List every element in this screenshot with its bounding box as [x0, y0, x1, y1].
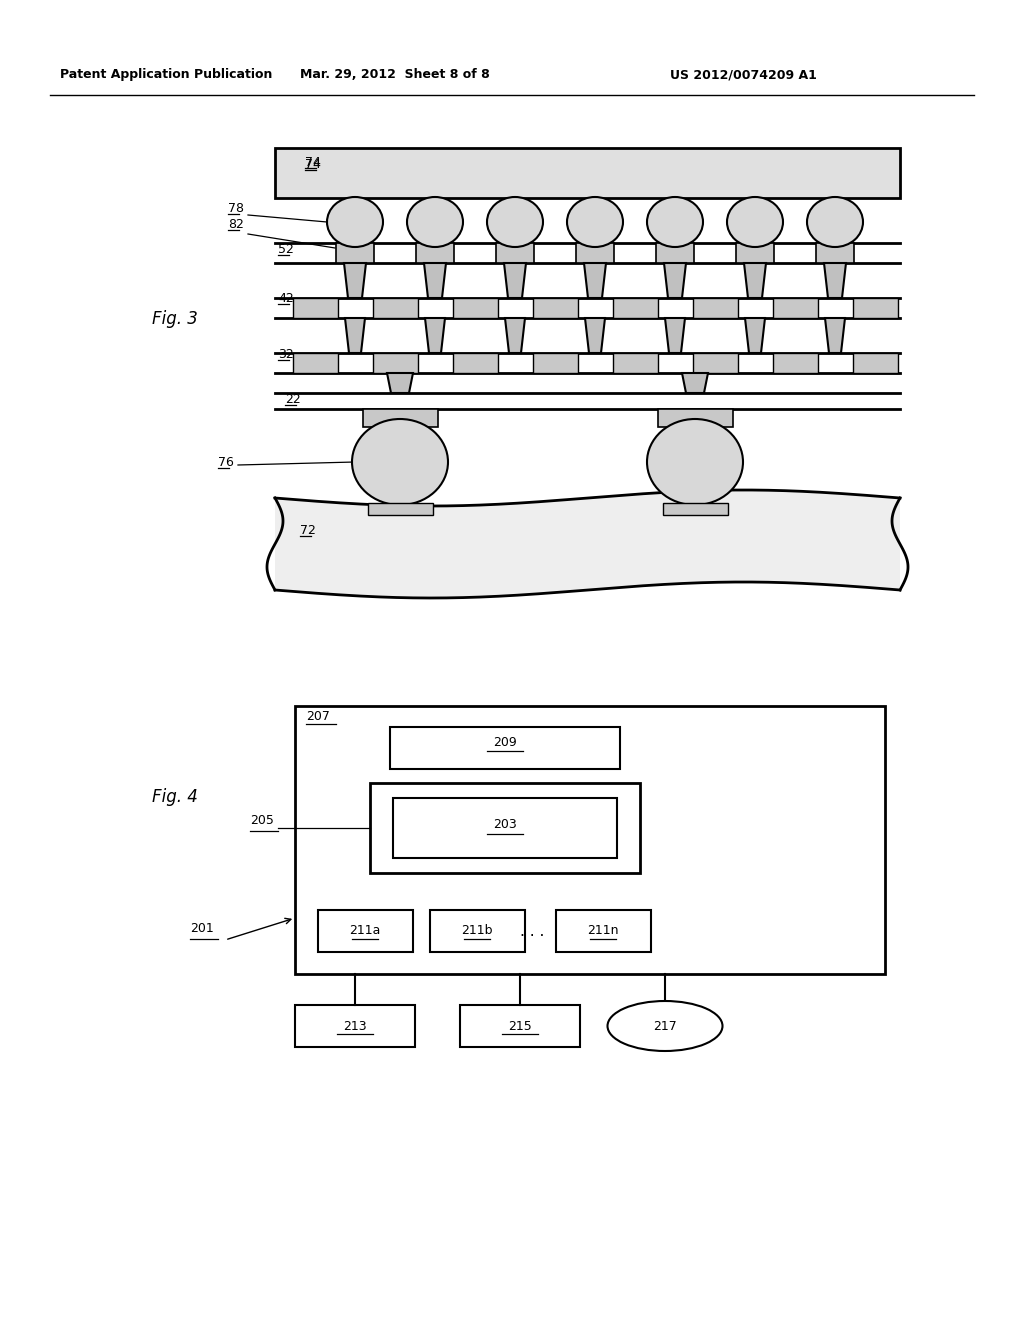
Bar	[370, 783, 640, 873]
Polygon shape	[744, 263, 766, 298]
Polygon shape	[745, 318, 765, 352]
Text: 217: 217	[653, 1019, 677, 1032]
Ellipse shape	[647, 197, 703, 247]
Bar	[318, 909, 413, 952]
Text: 213: 213	[343, 1019, 367, 1032]
Polygon shape	[387, 374, 413, 393]
Bar	[275, 148, 900, 198]
Bar	[416, 243, 454, 263]
Ellipse shape	[607, 1001, 723, 1051]
Bar	[368, 503, 433, 515]
Polygon shape	[665, 318, 685, 352]
Text: 74: 74	[305, 158, 321, 172]
Bar	[336, 243, 374, 263]
Bar	[373, 352, 418, 374]
Ellipse shape	[647, 418, 743, 506]
Bar	[373, 298, 418, 318]
Ellipse shape	[352, 418, 449, 506]
Bar	[658, 409, 733, 426]
Polygon shape	[584, 263, 606, 298]
Bar	[613, 298, 658, 318]
Text: . . .: . . .	[520, 924, 544, 939]
Text: Mar. 29, 2012  Sheet 8 of 8: Mar. 29, 2012 Sheet 8 of 8	[300, 69, 489, 81]
Ellipse shape	[727, 197, 783, 247]
Bar	[773, 352, 818, 374]
Polygon shape	[505, 318, 525, 352]
Text: 52: 52	[278, 243, 294, 256]
Ellipse shape	[567, 197, 623, 247]
Bar	[663, 503, 728, 515]
Bar	[534, 298, 578, 318]
Bar	[293, 352, 338, 374]
Bar	[430, 909, 525, 952]
Bar	[853, 352, 898, 374]
Bar	[293, 298, 338, 318]
Polygon shape	[585, 318, 605, 352]
Bar	[453, 352, 498, 374]
Text: 72: 72	[300, 524, 315, 537]
Text: 215: 215	[508, 1019, 531, 1032]
Polygon shape	[425, 318, 445, 352]
Bar	[693, 298, 738, 318]
Polygon shape	[682, 374, 708, 393]
Text: 201: 201	[190, 921, 214, 935]
Text: 22: 22	[285, 393, 301, 407]
Bar	[575, 243, 614, 263]
Bar	[390, 727, 620, 770]
Ellipse shape	[807, 197, 863, 247]
Text: 76: 76	[218, 455, 233, 469]
Polygon shape	[824, 263, 846, 298]
Text: Patent Application Publication: Patent Application Publication	[60, 69, 272, 81]
Text: 211n: 211n	[587, 924, 618, 937]
Bar	[496, 243, 534, 263]
Text: 211b: 211b	[461, 924, 493, 937]
Text: 78: 78	[228, 202, 244, 215]
Bar	[393, 799, 617, 858]
Text: 74: 74	[305, 156, 321, 169]
Ellipse shape	[487, 197, 543, 247]
Bar	[736, 243, 774, 263]
Bar	[816, 243, 854, 263]
Text: Fig. 3: Fig. 3	[152, 310, 198, 327]
Text: 32: 32	[278, 348, 294, 360]
Bar	[773, 298, 818, 318]
Text: US 2012/0074209 A1: US 2012/0074209 A1	[670, 69, 817, 81]
Text: 209: 209	[494, 735, 517, 748]
Bar	[693, 352, 738, 374]
Bar	[853, 298, 898, 318]
Polygon shape	[344, 263, 366, 298]
Ellipse shape	[407, 197, 463, 247]
Polygon shape	[424, 263, 446, 298]
Bar	[295, 1005, 415, 1047]
Polygon shape	[345, 318, 365, 352]
Bar	[534, 352, 578, 374]
Text: Fig. 4: Fig. 4	[152, 788, 198, 807]
Text: 205: 205	[250, 813, 273, 826]
Bar	[460, 1005, 580, 1047]
Ellipse shape	[327, 197, 383, 247]
Bar	[656, 243, 694, 263]
Bar	[613, 352, 658, 374]
Text: 42: 42	[278, 292, 294, 305]
Bar	[453, 298, 498, 318]
Text: 207: 207	[306, 710, 330, 723]
Polygon shape	[504, 263, 526, 298]
Text: 211a: 211a	[349, 924, 381, 937]
Polygon shape	[664, 263, 686, 298]
Bar	[556, 909, 651, 952]
Polygon shape	[825, 318, 845, 352]
Text: 203: 203	[494, 818, 517, 832]
Polygon shape	[275, 490, 900, 598]
Bar	[362, 409, 438, 426]
Text: 82: 82	[228, 218, 244, 231]
Bar	[295, 706, 885, 974]
